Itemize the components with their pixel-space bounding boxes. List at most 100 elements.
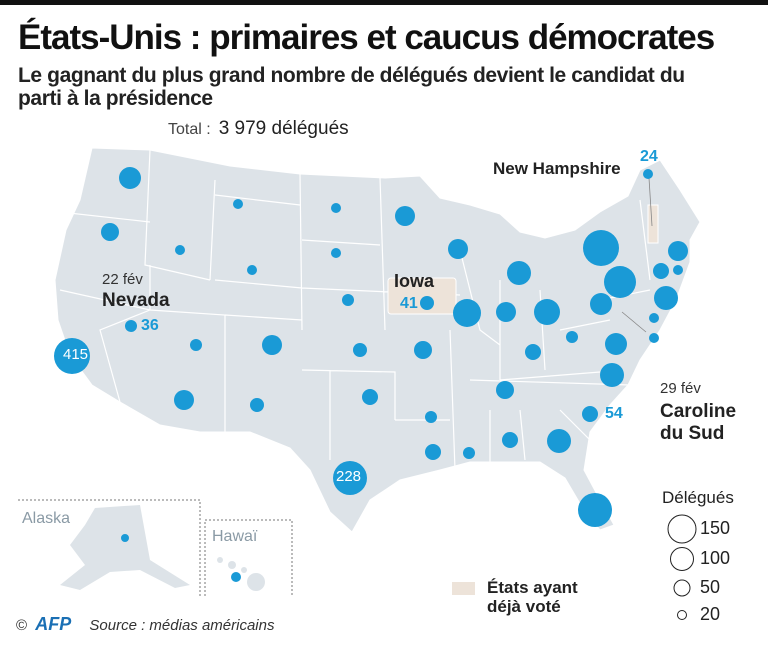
new-hampshire-delegates: 24 [640, 148, 658, 165]
delegate-bubble [653, 263, 669, 279]
new-hampshire-label: New Hampshire [493, 159, 621, 178]
delegate-bubble [547, 429, 571, 453]
delegate-bubble [590, 293, 612, 315]
total-delegates: Total : 3 979 délégués [168, 118, 349, 140]
south-carolina-label: Caroline du Sud [660, 401, 736, 445]
afp-logo: AFP [35, 614, 72, 634]
east-coast-leader-line [621, 311, 647, 333]
delegate-bubble [174, 390, 194, 410]
delegate-bubble [262, 335, 282, 355]
iowa-voted-shape [387, 277, 457, 315]
delegate-bubble [362, 389, 378, 405]
south-carolina-label-line1: Caroline [660, 401, 737, 422]
voted-label-line2: déjà voté [487, 597, 561, 616]
south-carolina-delegates: 54 [605, 405, 623, 422]
delegate-bubble [502, 432, 518, 448]
delegate-bubble [453, 299, 481, 327]
delegate-bubble [604, 266, 636, 298]
legend-circle-150 [667, 514, 697, 544]
delegate-bubble [175, 245, 185, 255]
delegate-bubble [414, 341, 432, 359]
california-delegates: 415 [63, 346, 89, 363]
top-bar [0, 0, 768, 5]
delegate-bubble [578, 493, 612, 527]
delegate-bubble [250, 398, 264, 412]
subtitle: Le gagnant du plus grand nombre de délég… [18, 64, 685, 110]
delegate-bubble [496, 302, 516, 322]
page-title: États-Unis : primaires et caucus démocra… [18, 18, 715, 57]
delegate-bubble [605, 333, 627, 355]
iowa-delegates: 41 [400, 295, 418, 312]
iowa-label: Iowa [394, 271, 435, 291]
delegate-bubble [331, 248, 341, 258]
voted-swatch [452, 582, 475, 595]
total-label: Total : [168, 121, 211, 138]
delegate-bubble [668, 241, 688, 261]
state-borders [59, 149, 651, 471]
delegate-bubble [190, 339, 202, 351]
delegate-bubble [425, 444, 441, 460]
delegate-bubble [395, 206, 415, 226]
south-carolina-date: 29 fév [660, 380, 701, 397]
delegate-bubbles [54, 167, 688, 582]
delegate-bubble [125, 320, 137, 332]
delegate-bubble [342, 294, 354, 306]
alaska-label: Alaska [22, 510, 71, 527]
delegate-bubble [649, 313, 659, 323]
legend-label-20: 20 [700, 604, 721, 624]
legend-label-100: 100 [700, 548, 731, 568]
delegate-bubble [353, 343, 367, 357]
new-hampshire-voted-shape [647, 204, 659, 244]
delegate-bubble [54, 338, 90, 374]
new-hampshire-leader-line [648, 177, 653, 227]
delegate-bubble [496, 381, 514, 399]
south-carolina-label-line2: du Sud [660, 423, 725, 444]
delegate-bubble [673, 265, 683, 275]
nevada-date: 22 fév [102, 271, 143, 288]
delegate-bubble [566, 331, 578, 343]
legend-label-50: 50 [700, 577, 721, 597]
delegate-bubble [231, 572, 241, 582]
nevada-label: Nevada [102, 290, 170, 311]
delegate-bubble [525, 344, 541, 360]
delegate-bubble [333, 461, 367, 495]
copyright-symbol: © [16, 617, 28, 634]
delegate-bubble [101, 223, 119, 241]
delegate-bubble [425, 411, 437, 423]
delegate-bubble [583, 230, 619, 266]
footer: © AFP Source : médias américains [16, 614, 274, 635]
us-mainland [54, 147, 701, 533]
delegate-bubble [331, 203, 341, 213]
hawaii-inset-frame [204, 519, 293, 596]
voted-legend-label: États ayant déjà voté [487, 578, 578, 616]
delegate-bubble [233, 199, 243, 209]
size-legend [667, 514, 697, 620]
delegate-bubble [600, 363, 624, 387]
delegate-bubble [448, 239, 468, 259]
delegate-bubble [121, 534, 129, 542]
legend-label-150: 150 [700, 518, 731, 538]
delegate-bubble [643, 169, 653, 179]
alaska-shape [60, 505, 190, 590]
hawaii-shape [217, 557, 265, 591]
texas-delegates: 228 [336, 468, 362, 485]
delegate-bubble [463, 447, 475, 459]
delegate-bubble [420, 296, 434, 310]
legend-circle-20 [677, 610, 687, 620]
delegate-bubble [247, 265, 257, 275]
legend-circle-50 [673, 579, 691, 597]
delegate-bubble [654, 286, 678, 310]
legend-circle-100 [670, 547, 694, 571]
delegate-bubble [119, 167, 141, 189]
hawaii-label: Hawaï [212, 528, 258, 545]
delegate-bubble [507, 261, 531, 285]
delegate-bubble [582, 406, 598, 422]
voted-label-line1: États ayant [487, 578, 578, 597]
nevada-delegates: 36 [141, 317, 159, 334]
delegate-bubble [534, 299, 560, 325]
source-text: Source : médias américains [89, 617, 275, 634]
delegate-bubble [649, 333, 659, 343]
alaska-inset-frame [18, 499, 201, 596]
legend-title: Délégués [662, 488, 734, 507]
